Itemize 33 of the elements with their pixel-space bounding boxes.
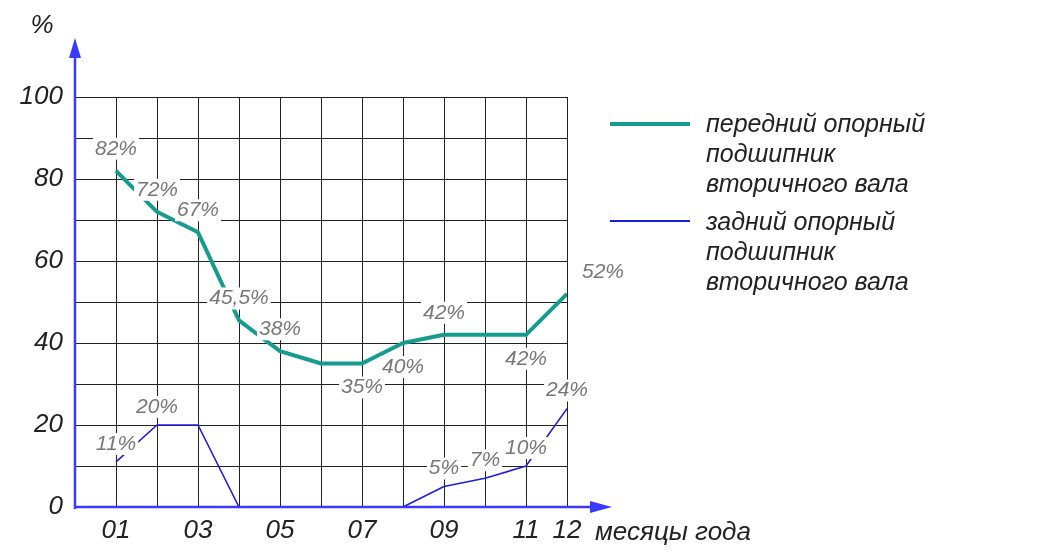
legend-label: задний опорный подшипник вторичного вала [706, 206, 910, 296]
data-label: 35% [340, 374, 384, 398]
data-label: 38% [258, 316, 302, 340]
x-tick-label: 01 [101, 513, 131, 544]
data-label: 82% [94, 135, 138, 159]
y-tick-label: 60 [34, 244, 64, 275]
data-label: 10% [504, 434, 548, 458]
data-label: 72% [135, 176, 179, 200]
x-tick-label: 11 [512, 513, 540, 544]
y-tick-label: 0 [48, 490, 64, 521]
x-tick-label: 09 [429, 513, 459, 544]
x-tick-label: 03 [183, 513, 213, 544]
y-axis-title: % [30, 9, 54, 40]
legend-label: передний опорный подшипник вторичного вала [706, 108, 927, 198]
data-label: 67% [176, 197, 220, 221]
x-tick-label: 07 [347, 513, 378, 544]
data-label: 7% [469, 447, 501, 471]
data-label: 11% [95, 430, 137, 454]
data-label: 45,5% [209, 285, 269, 309]
data-label: 20% [134, 393, 179, 417]
y-tick-label: 40 [34, 326, 64, 357]
y-tick-label: 100 [19, 80, 64, 111]
data-label: 52% [581, 258, 625, 282]
x-tick-label: 05 [265, 513, 295, 544]
x-axis-title: месяцы года [595, 516, 751, 547]
x-tick-label: 12 [552, 513, 582, 544]
data-label: 42% [422, 299, 466, 323]
data-label: 42% [504, 345, 548, 369]
y-tick-label: 20 [33, 408, 64, 439]
data-label: 24% [544, 377, 589, 401]
y-tick-label: 80 [34, 162, 64, 193]
data-label: 5% [428, 455, 460, 479]
data-label: 40% [381, 353, 425, 377]
